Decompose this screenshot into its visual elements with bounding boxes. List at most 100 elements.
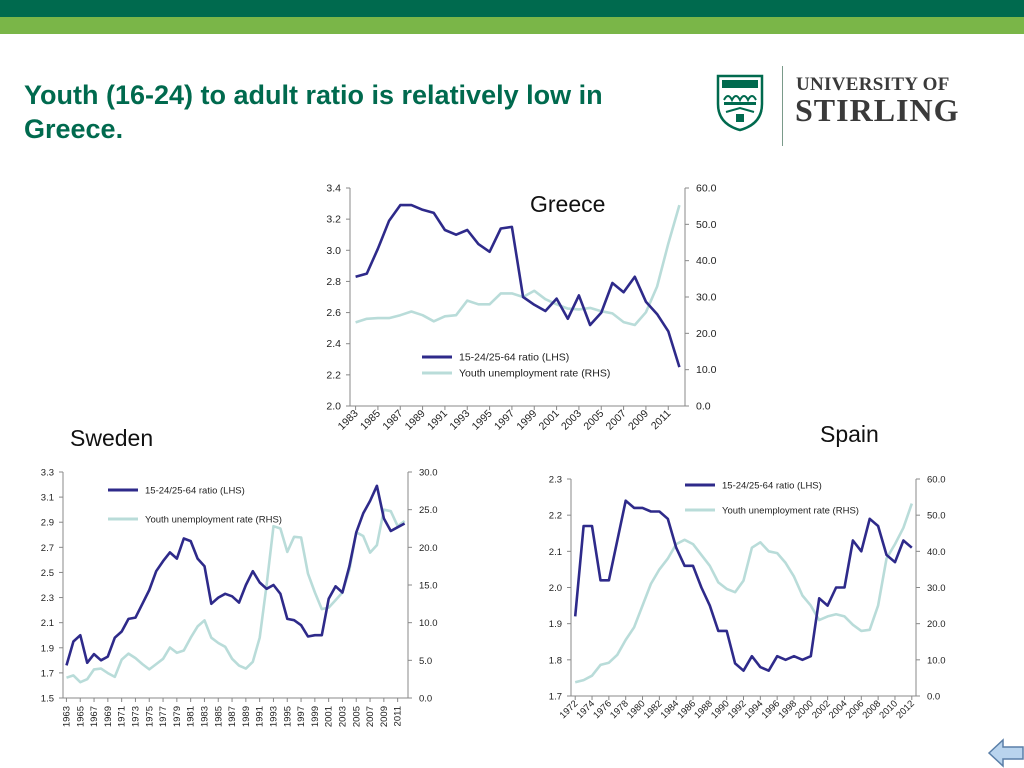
x-axis-tick-label: 1977 bbox=[158, 706, 169, 727]
left-axis-tick-label: 2.4 bbox=[326, 338, 341, 350]
x-axis-tick-label: 1997 bbox=[296, 706, 307, 727]
ratio-series-line bbox=[573, 499, 913, 672]
x-axis-tick-label: 2011 bbox=[393, 706, 404, 726]
legend-label: 15-24/25-64 ratio (LHS) bbox=[459, 352, 569, 364]
x-axis-tick-label: 2011 bbox=[649, 408, 674, 433]
left-axis-tick-label: 2.3 bbox=[549, 475, 562, 486]
left-axis-tick-label: 2.7 bbox=[41, 543, 54, 554]
x-axis-tick-label: 1993 bbox=[447, 408, 472, 433]
greece-chart: 2.0 2.2 2.4 2.6 2.8 3.0 3.2 3.4 0.0 10.0 20.0 30.0 4… bbox=[326, 183, 717, 433]
right-axis-tick-label: 0.0 bbox=[927, 692, 940, 703]
left-axis-tick-label: 3.3 bbox=[41, 468, 54, 479]
x-axis-tick-label: 2001 bbox=[537, 408, 562, 433]
right-axis-tick-label: 20.0 bbox=[927, 619, 946, 630]
greece-chart-title: Greece bbox=[530, 191, 606, 217]
left-axis-tick-label: 2.3 bbox=[41, 593, 54, 604]
right-axis-tick-label: 40.0 bbox=[927, 547, 946, 558]
sweden-chart: 1.5 1.7 1.9 2.1 2.3 2.5 2.7 2.9 3.1 3.3 0.0 5.0 10.0… bbox=[41, 468, 438, 728]
left-axis-tick-label: 1.5 bbox=[41, 694, 54, 705]
right-axis-tick-label: 30.0 bbox=[927, 583, 946, 594]
legend-label: Youth unemployment rate (RHS) bbox=[145, 515, 282, 526]
ratio-series-line bbox=[355, 203, 681, 368]
x-axis-tick-label: 1985 bbox=[213, 706, 224, 727]
left-axis-tick-label: 3.4 bbox=[326, 183, 341, 195]
left-axis-tick-label: 2.9 bbox=[41, 518, 54, 529]
x-axis-tick-label: 1991 bbox=[425, 408, 450, 433]
unemployment-series-line bbox=[574, 503, 914, 684]
x-axis-tick-label: 1981 bbox=[186, 706, 197, 727]
x-axis-tick-label: 1973 bbox=[130, 706, 141, 727]
x-axis-tick-label: 2007 bbox=[365, 706, 376, 727]
logo-text-university-of: UNIVERSITY OF bbox=[796, 74, 950, 95]
left-axis-tick-label: 2.8 bbox=[326, 276, 341, 288]
x-axis-tick-label: 2012 bbox=[894, 698, 917, 721]
left-axis-tick-label: 2.1 bbox=[549, 547, 562, 558]
left-axis-tick-label: 3.2 bbox=[326, 214, 341, 226]
x-axis-tick-label: 1989 bbox=[403, 408, 428, 433]
x-axis-tick-label: 2009 bbox=[379, 706, 390, 727]
logo-divider bbox=[782, 66, 783, 146]
x-axis-tick-label: 1983 bbox=[199, 706, 210, 727]
x-axis-tick-label: 2003 bbox=[559, 408, 584, 433]
left-axis-tick-label: 1.9 bbox=[41, 643, 54, 654]
right-axis-tick-label: 10.0 bbox=[419, 618, 438, 629]
right-axis-tick-label: 30.0 bbox=[419, 468, 438, 479]
x-axis-tick-label: 1967 bbox=[89, 706, 100, 727]
slide-title: Youth (16-24) to adult ratio is relative… bbox=[24, 80, 603, 144]
x-axis-tick-label: 2005 bbox=[351, 706, 362, 727]
x-axis-tick-label: 1963 bbox=[61, 706, 72, 727]
x-axis-tick-label: 2007 bbox=[604, 408, 629, 433]
right-axis-tick-label: 60.0 bbox=[927, 475, 946, 486]
right-axis-tick-label: 15.0 bbox=[419, 581, 438, 592]
x-axis-tick-label: 2003 bbox=[337, 706, 348, 727]
legend-label: Youth unemployment rate (RHS) bbox=[722, 506, 859, 517]
x-axis-tick-label: 2001 bbox=[324, 706, 335, 727]
x-axis-tick-label: 1995 bbox=[282, 706, 293, 727]
x-axis-tick-label: 1971 bbox=[117, 706, 128, 727]
left-axis-tick-label: 2.6 bbox=[326, 307, 341, 319]
x-axis-tick-label: 1987 bbox=[380, 408, 405, 433]
back-arrow-icon[interactable] bbox=[987, 738, 1024, 768]
right-axis-tick-label: 25.0 bbox=[419, 505, 438, 516]
logo-text-stirling: STIRLING bbox=[795, 92, 960, 128]
legend-label: Youth unemployment rate (RHS) bbox=[459, 368, 610, 380]
university-crest-icon bbox=[716, 74, 764, 132]
header-band-dark bbox=[0, 0, 1024, 17]
spain-chart-title: Spain bbox=[820, 421, 879, 447]
unemployment-series-line bbox=[66, 508, 406, 684]
x-axis-tick-label: 1991 bbox=[255, 706, 266, 727]
ratio-series-line bbox=[65, 484, 406, 666]
right-axis-tick-label: 30.0 bbox=[696, 292, 717, 304]
university-logo: UNIVERSITY OF STIRLING bbox=[716, 66, 976, 150]
unemployment-series-line bbox=[355, 204, 681, 327]
right-axis-tick-label: 20.0 bbox=[696, 328, 717, 340]
legend-label: 15-24/25-64 ratio (LHS) bbox=[145, 486, 245, 497]
left-axis-tick-label: 2.5 bbox=[41, 568, 54, 579]
right-axis-tick-label: 60.0 bbox=[696, 183, 717, 195]
left-axis-tick-label: 1.7 bbox=[41, 668, 54, 679]
left-axis-tick-label: 2.1 bbox=[41, 618, 54, 629]
left-axis-tick-label: 3.1 bbox=[41, 493, 54, 504]
x-axis-tick-label: 1987 bbox=[227, 706, 238, 727]
left-axis-tick-label: 2.0 bbox=[549, 583, 562, 594]
right-axis-tick-label: 10.0 bbox=[696, 364, 717, 376]
x-axis-tick-label: 1965 bbox=[75, 706, 86, 727]
right-axis-tick-label: 40.0 bbox=[696, 255, 717, 267]
x-axis-tick-label: 1979 bbox=[172, 706, 183, 727]
right-axis-tick-label: 20.0 bbox=[419, 543, 438, 554]
left-axis-tick-label: 2.2 bbox=[549, 511, 562, 522]
right-axis-tick-label: 0.0 bbox=[419, 694, 432, 705]
x-axis-tick-label: 1997 bbox=[492, 408, 517, 433]
left-axis-tick-label: 1.7 bbox=[549, 692, 562, 703]
x-axis-tick-label: 1999 bbox=[514, 408, 539, 433]
legend-label: 15-24/25-64 ratio (LHS) bbox=[722, 481, 822, 492]
right-axis-tick-label: 50.0 bbox=[696, 219, 717, 231]
right-axis-tick-label: 50.0 bbox=[927, 511, 946, 522]
left-axis-tick-label: 1.8 bbox=[549, 655, 562, 666]
x-axis-tick-label: 1975 bbox=[144, 706, 155, 727]
right-axis-tick-label: 5.0 bbox=[419, 656, 432, 667]
left-axis-tick-label: 2.0 bbox=[326, 401, 341, 413]
spain-chart: 1.7 1.8 1.9 2.0 2.1 2.2 2.3 0.0 10.0 20.0 30.0 40.0… bbox=[549, 475, 946, 722]
x-axis-tick-label: 2005 bbox=[581, 408, 606, 433]
x-axis-tick-label: 1969 bbox=[103, 706, 114, 727]
